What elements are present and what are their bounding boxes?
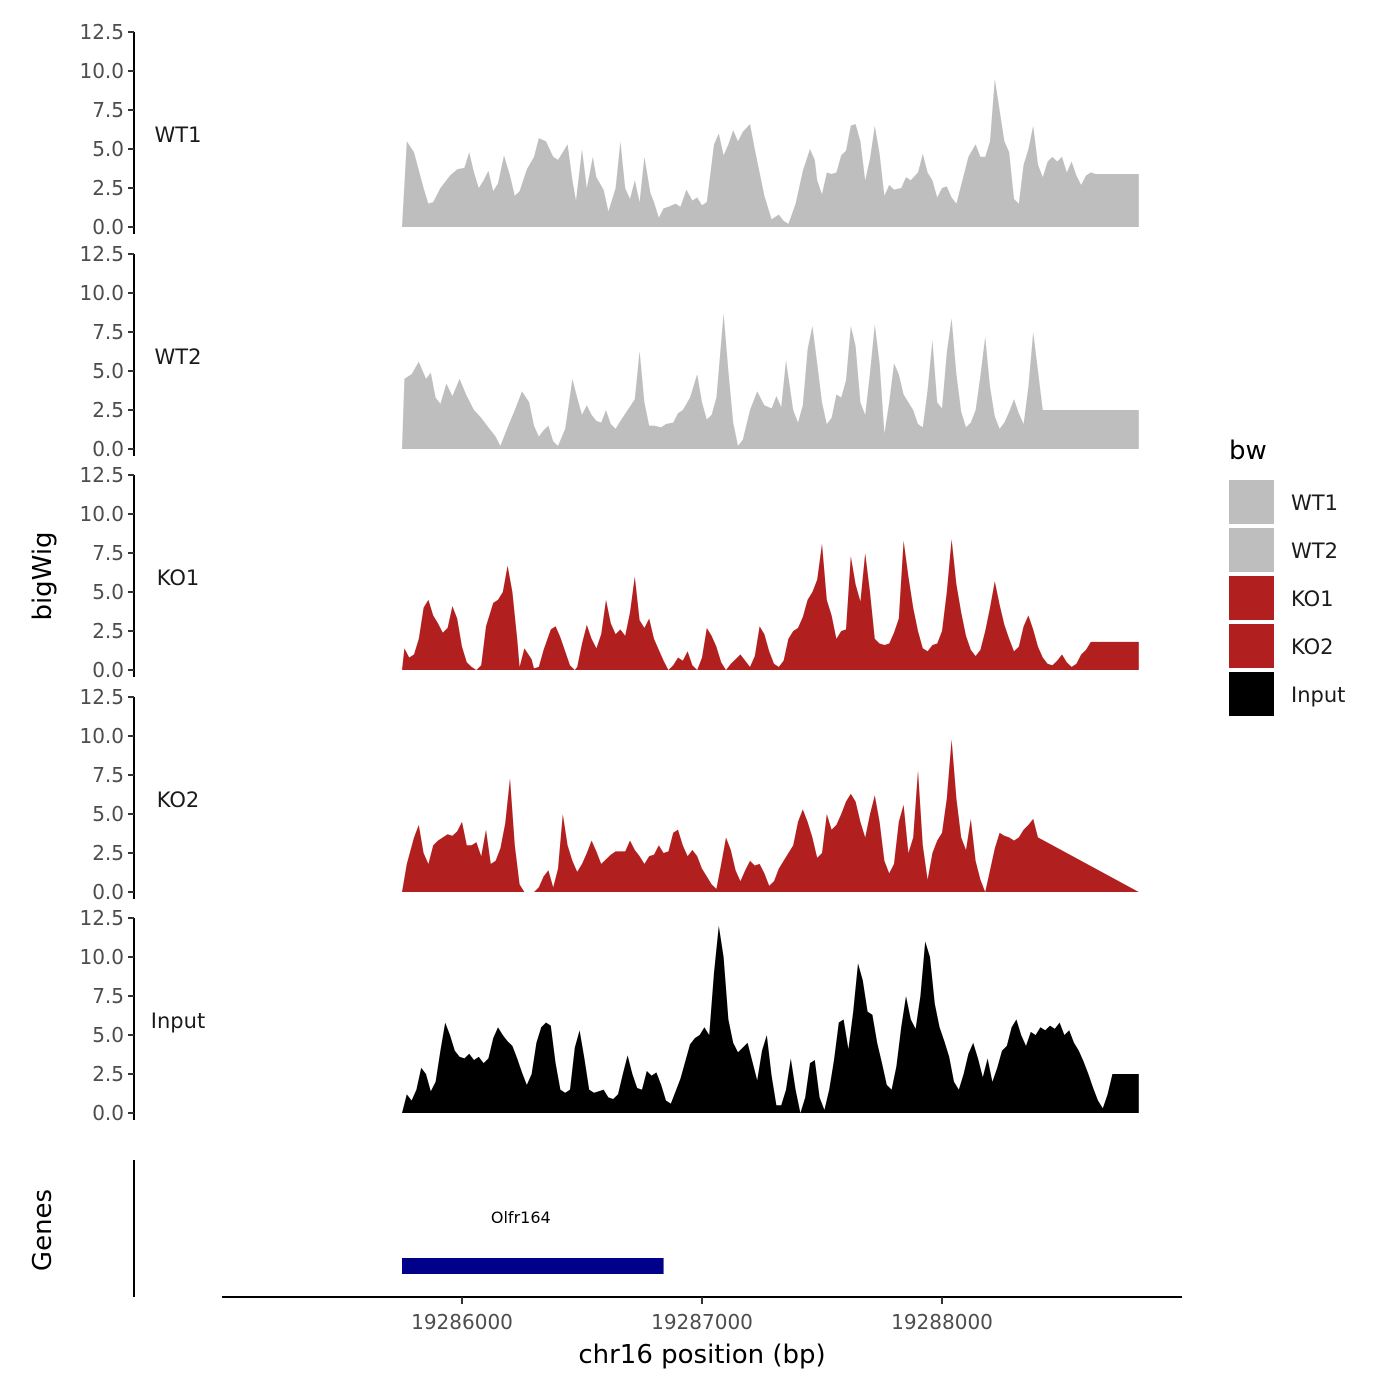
y-tick-label: 7.5: [92, 320, 124, 344]
y-tick-label: 7.5: [92, 763, 124, 787]
y-tick-label: 0.0: [92, 1101, 124, 1125]
y-tick-label: 0.0: [92, 215, 124, 239]
y-tick-label: 10.0: [79, 59, 124, 83]
track-wt2: 0.0 2.5 5.0 7.5 10.0 12.5 WT2: [79, 242, 1139, 461]
legend-label-ko1: KO1: [1291, 587, 1334, 611]
track-label-wt1: WT1: [155, 123, 202, 147]
genes-track: Olfr164: [133, 1160, 664, 1297]
legend-label-wt2: WT2: [1291, 539, 1338, 563]
area-wt2: [402, 313, 1139, 449]
y-tick-label: 12.5: [79, 463, 124, 487]
track-label-input: Input: [151, 1009, 205, 1033]
track-label-ko1: KO1: [157, 566, 200, 590]
x-tick-label: 19288000: [891, 1310, 993, 1334]
y-tick-label: 0.0: [92, 658, 124, 682]
area-ko1: [402, 539, 1139, 670]
legend-label-wt1: WT1: [1291, 491, 1338, 515]
x-tick-label: 19286000: [411, 1310, 513, 1334]
y-tick-label: 5.0: [92, 359, 124, 383]
track-wt1: 0.0 2.5 5.0 7.5 10.0 12.5 WT1: [79, 20, 1139, 239]
area-input: [402, 925, 1139, 1113]
y-axis-title: bigWig: [28, 531, 58, 620]
legend-swatch-ko2: [1229, 624, 1274, 668]
x-axis: 19286000 19287000 19288000: [222, 1296, 1182, 1334]
track-input: 0.0 2.5 5.0 7.5 10.0 12.5 Input: [79, 906, 1139, 1125]
y-tick-label: 5.0: [92, 802, 124, 826]
y-tick-label: 2.5: [92, 841, 124, 865]
x-tick-label: 19287000: [651, 1310, 753, 1334]
y-tick-label: 5.0: [92, 580, 124, 604]
y-tick-label: 5.0: [92, 137, 124, 161]
y-tick-label: 12.5: [79, 906, 124, 930]
y-tick-label: 0.0: [92, 437, 124, 461]
gene-bar: [402, 1258, 664, 1274]
track-label-ko2: KO2: [157, 788, 200, 812]
legend-label-input: Input: [1291, 683, 1345, 707]
y-tick-label: 2.5: [92, 1062, 124, 1086]
x-axis-title: chr16 position (bp): [578, 1340, 825, 1370]
y-tick-label: 10.0: [79, 281, 124, 305]
legend-swatch-ko1: [1229, 576, 1274, 620]
legend-title: bw: [1229, 436, 1267, 466]
y-tick-label: 7.5: [92, 98, 124, 122]
bigwig-tracks: 0.0 2.5 5.0 7.5 10.0 12.5 WT1 0.0 2.5 5.0 7.5 10.0 1…: [79, 20, 1139, 1125]
y-tick-label: 5.0: [92, 1023, 124, 1047]
gene-label: Olfr164: [491, 1208, 551, 1227]
track-label-wt2: WT2: [155, 345, 202, 369]
legend-swatch-input: [1229, 672, 1274, 716]
y-tick-label: 2.5: [92, 619, 124, 643]
y-tick-label: 0.0: [92, 880, 124, 904]
area-wt1: [402, 78, 1139, 227]
y-tick-label: 12.5: [79, 685, 124, 709]
y-tick-label: 10.0: [79, 502, 124, 526]
legend-swatch-wt1: [1229, 480, 1274, 524]
y-tick-label: 2.5: [92, 176, 124, 200]
legend-label-ko2: KO2: [1291, 635, 1334, 659]
legend-swatch-wt2: [1229, 528, 1274, 572]
track-ko2: 0.0 2.5 5.0 7.5 10.0 12.5 KO2: [79, 685, 1139, 904]
y-tick-label: 10.0: [79, 724, 124, 748]
y-tick-label: 12.5: [79, 20, 124, 44]
y-tick-label: 7.5: [92, 984, 124, 1008]
genes-axis-title: Genes: [28, 1189, 58, 1271]
y-tick-label: 12.5: [79, 242, 124, 266]
y-tick-label: 2.5: [92, 398, 124, 422]
y-tick-label: 10.0: [79, 945, 124, 969]
y-tick-label: 7.5: [92, 541, 124, 565]
track-ko1: 0.0 2.5 5.0 7.5 10.0 12.5 KO1: [79, 463, 1139, 682]
legend: bw WT1 WT2 KO1 KO2 Input: [1229, 436, 1345, 716]
area-ko2: [402, 739, 1139, 892]
